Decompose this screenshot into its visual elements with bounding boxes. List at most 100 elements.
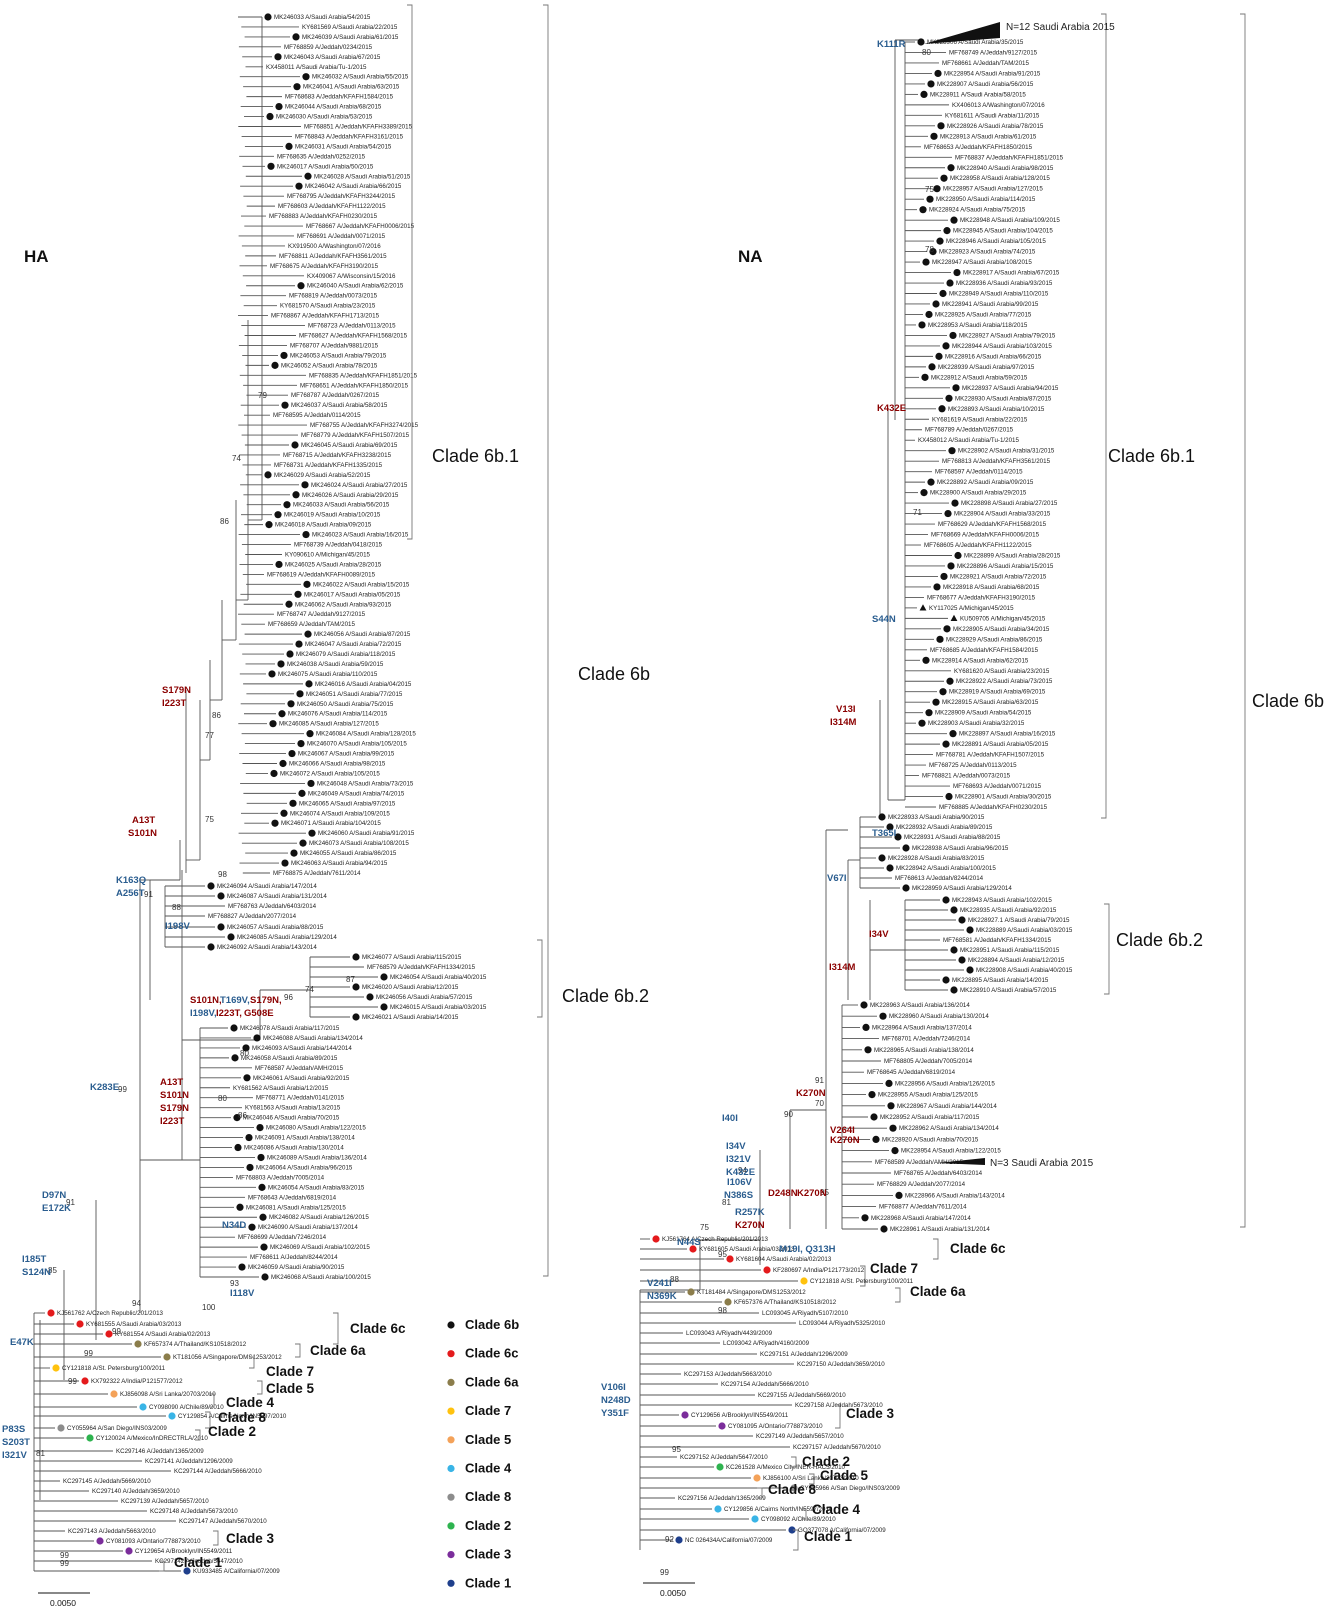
na-clade-7-label: Clade 7: [870, 1261, 918, 1276]
mutation-label: S101N: [128, 828, 157, 839]
leaf-marker: [217, 892, 225, 900]
leaf-marker: [292, 33, 300, 41]
bootstrap-value: 91: [66, 1198, 75, 1207]
na-clade-3-label: Clade 3: [846, 1406, 895, 1421]
leaf-label: MK246029 A/Saudi Arabia/52/2015: [274, 472, 371, 479]
leaf-label: MK246051 A/Saudi Arabia/77/2015: [306, 691, 403, 698]
mutation-label: G508E: [244, 1008, 274, 1019]
legend-marker: [447, 1378, 455, 1386]
leaf-label: MF768867 A/Jeddah/KFAFH1713/2015: [271, 313, 380, 320]
leaf-label: MK246024 A/Saudi Arabia/27/2015: [311, 482, 408, 489]
bootstrap-value: 91: [144, 890, 153, 899]
leaf-marker: [285, 142, 293, 150]
leaf-marker: [922, 258, 930, 266]
mutation-label: K270N: [830, 1135, 860, 1146]
leaf-label: MK246022 A/Saudi Arabia/15/2015: [313, 581, 410, 588]
leaf-marker: [125, 1547, 133, 1555]
leaf-marker: [689, 1245, 697, 1253]
leaf-label: MK246042 A/Saudi Arabia/66/2015: [305, 183, 402, 190]
leaf-label: MK246088 A/Saudi Arabia/134/2014: [263, 1035, 363, 1042]
leaf-marker: [949, 730, 957, 738]
bootstrap-value: 71: [913, 508, 922, 517]
leaf-label: MK228905 A/Saudi Arabia/34/2015: [953, 626, 1050, 633]
leaf-label: LC093044 A/Riyadh/5325/2010: [799, 1320, 886, 1327]
leaf-label: MK246080 A/Saudi Arabia/122/2015: [266, 1125, 366, 1132]
legend-label: Clade 7: [465, 1403, 511, 1418]
bootstrap-value: 96: [284, 993, 293, 1002]
legend-label: Clade 6b: [465, 1317, 519, 1332]
leaf-label: MK228925 A/Saudi Arabia/77/2015: [935, 311, 1032, 318]
ha-clade-6b1-label: Clade 6b.1: [432, 446, 519, 466]
leaf-label: MF768661 A/Jeddah/TAM/2015: [942, 60, 1029, 67]
mutation-label: R257K: [735, 1207, 765, 1218]
leaf-label: MF768667 A/Jeddah/KFAFH0006/2015: [306, 223, 415, 230]
mutation-label: I198V,: [190, 1008, 217, 1019]
leaf-marker: [281, 401, 289, 409]
leaf-label: KC297141 A/Jeddah/1296/2009: [145, 1458, 233, 1465]
leaf-marker: [861, 1214, 869, 1222]
leaf-label: KJ561762 A/Czech Republic/201/2013: [57, 1310, 164, 1317]
leaf-label: KC297154 A/Jeddah/5666/2010: [721, 1381, 809, 1388]
leaf-label: MK228956 A/Saudi Arabia/126/2015: [895, 1080, 995, 1087]
leaf-label: MK246058 A/Saudi Arabia/89/2015: [241, 1055, 338, 1062]
leaf-marker: [294, 590, 302, 598]
leaf-label: MK246059 A/Saudi Arabia/90/2015: [248, 1264, 345, 1271]
legend-marker: [447, 1407, 455, 1415]
leaf-marker: [285, 600, 293, 608]
leaf-label: MK246072 A/Saudi Arabia/105/2015: [280, 770, 380, 777]
mutation-label: S124N: [22, 1267, 51, 1278]
leaf-label: LC093042 A/Riyadh/4160/2009: [723, 1340, 810, 1347]
leaf-marker: [236, 1203, 244, 1211]
leaf-label: MK228898 A/Saudi Arabia/27/2015: [961, 500, 1058, 507]
legend-label: Clade 3: [465, 1547, 511, 1562]
na-clade-5-bracket: [809, 1473, 815, 1485]
leaf-label: MF768725 A/Jeddah/0113/2015: [929, 762, 1017, 769]
leaf-label: KY681554 A/Saudi Arabia/02/2013: [115, 1331, 211, 1338]
leaf-marker: [261, 1273, 269, 1281]
leaf-label: MK228965 A/Saudi Arabia/138/2014: [874, 1047, 974, 1054]
leaf-label: KY681570 A/Saudi Arabia/23/2015: [280, 303, 376, 310]
leaf-marker: [286, 650, 294, 658]
bootstrap-value: 95: [672, 1445, 681, 1454]
leaf-label: KC297152 A/Jeddah/5647/2010: [680, 1454, 768, 1461]
mutation-label: D248N: [768, 1188, 798, 1199]
leaf-label: MK228957 A/Saudi Arabia/127/2015: [943, 186, 1043, 193]
leaf-label: MF768581 A/Jeddah/KFAFH1334/2015: [943, 937, 1052, 944]
leaf-label: KY681619 A/Saudi Arabia/22/2015: [932, 416, 1028, 423]
leaf-label: MF768611 A/Jeddah/8244/2014: [250, 1254, 338, 1261]
leaf-label: MK228950 A/Saudi Arabia/114/2015: [936, 196, 1036, 203]
leaf-marker: [267, 162, 275, 170]
leaf-label: MK246067 A/Saudi Arabia/99/2015: [298, 751, 395, 758]
leaf-label: MK228944 A/Saudi Arabia/103/2015: [952, 343, 1052, 350]
leaf-marker: [266, 112, 274, 121]
leaf-marker: [304, 172, 312, 180]
bootstrap-value: 75: [925, 185, 934, 194]
leaf-marker: [291, 441, 299, 449]
leaf-label: MK246065 A/Saudi Arabia/97/2015: [299, 800, 396, 807]
leaf-marker: [930, 132, 938, 140]
leaf-label: KC297155 A/Jeddah/5669/2010: [758, 1392, 846, 1399]
leaf-label: MF768723 A/Jeddah/0113/2015: [308, 323, 396, 330]
leaf-marker: [958, 956, 966, 964]
leaf-label: KC297149 A/Jeddah/5657/2010: [756, 1433, 844, 1440]
leaf-label: KY681605 A/Saudi Arabia/03/2013: [699, 1246, 795, 1253]
leaf-label: MF768875 A/Jeddah/7611/2014: [273, 870, 361, 877]
leaf-label: MF768877 A/Jeddah/7611/2014: [879, 1204, 967, 1211]
leaf-label: KY090610 A/Michigan/45/2015: [285, 551, 371, 558]
leaf-label: MK246054 A/Saudi Arabia/83/2015: [268, 1184, 365, 1191]
leaf-label: CY055964 A/San Diego/INS03/2009: [67, 1425, 167, 1432]
leaf-label: MK228927.1 A/Saudi Arabia/79/2015: [968, 917, 1070, 924]
leaf-marker: [800, 1277, 808, 1285]
leaf-label: CY120024 A/Mexico/InDRECTRLA/2010: [96, 1435, 208, 1442]
leaf-marker: [935, 352, 943, 360]
na-panel-title: NA: [738, 247, 763, 266]
leaf-label: KX458012 A/Saudi Arabia/Tu-1/2015: [918, 437, 1019, 444]
leaf-marker: [951, 499, 959, 507]
leaf-label: MF768843 A/Jeddah/KFAFH3161/2015: [295, 133, 404, 140]
leaf-label: MF768779 A/Jeddah/KFAFH1507/2015: [301, 432, 410, 439]
na-clade-6c-label: Clade 6c: [950, 1241, 1006, 1256]
leaf-marker: [265, 521, 273, 529]
leaf-label: MF768731 A/Jeddah/KFAFH1335/2015: [274, 462, 383, 469]
na-clade-brackets: [757, 13, 1246, 1551]
